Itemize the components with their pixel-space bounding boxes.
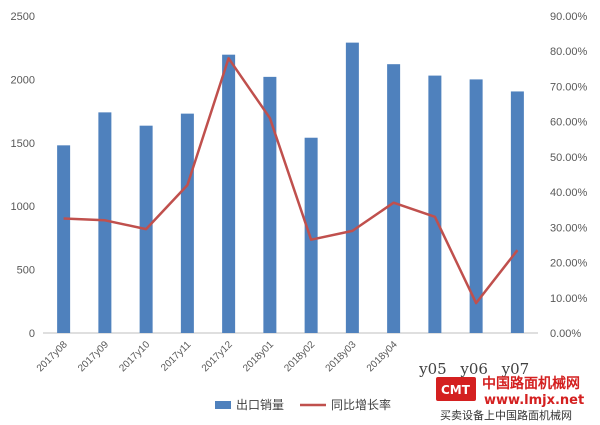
x-tick-label: y05 <box>418 360 447 378</box>
x-tick-label: 2017y09 <box>76 339 111 374</box>
x-tick-label: 2018y01 <box>241 339 276 374</box>
y-right-tick-label: 30.00% <box>550 222 588 234</box>
x-tick-label: 2018y03 <box>324 339 359 374</box>
y-left-tick-label: 2500 <box>11 11 35 23</box>
legend: 出口销量 同比增长率 <box>215 397 391 412</box>
chart-axes: 0 500 1000 1500 2000 2500 0.00% 10.00% 20.00% 30.… <box>11 11 588 340</box>
y-left-tick-label: 500 <box>17 265 35 277</box>
bar <box>469 79 483 334</box>
y-left-tick-label: 1500 <box>11 138 35 150</box>
legend-swatch-bar <box>215 401 231 409</box>
legend-label-bar: 出口销量 <box>236 398 284 412</box>
y-right-tick-label: 20.00% <box>550 258 588 270</box>
x-tick-label: 2018y02 <box>282 339 317 374</box>
growth-line <box>63 57 519 305</box>
x-axis-tick-labels: 2017y08 2017y09 2017y10 2017y11 2017y12 2018y… <box>35 339 529 378</box>
bar <box>510 91 524 333</box>
bar <box>304 137 318 333</box>
legend-label-line: 同比增长率 <box>331 397 391 412</box>
x-tick-label: y07 <box>501 360 530 378</box>
watermark-slogan: 买卖设备上中国路面机械网 <box>440 408 572 422</box>
y-left-tick-label: 2000 <box>11 74 35 86</box>
y-right-tick-label: 60.00% <box>550 117 588 129</box>
bar <box>263 76 277 333</box>
x-tick-label: 2017y08 <box>35 339 70 374</box>
x-tick-label: 2017y11 <box>159 339 194 374</box>
y-right-tick-label: 40.00% <box>550 187 588 199</box>
y-left-tick-label: 0 <box>29 328 35 340</box>
y-right-tick-label: 80.00% <box>550 46 588 58</box>
line-series-yoy-growth <box>63 57 519 305</box>
y-right-tick-label: 90.00% <box>550 11 588 23</box>
y-left-tick-label: 1000 <box>11 201 35 213</box>
y-right-tick-label: 10.00% <box>550 293 588 305</box>
y-right-tick-label: 0.00% <box>550 328 581 340</box>
bar <box>222 54 236 333</box>
bar <box>345 42 359 334</box>
bar <box>57 145 71 333</box>
x-tick-label: y06 <box>459 360 488 378</box>
bar <box>180 113 194 333</box>
bar <box>98 112 112 333</box>
bar-series-export-sales <box>57 42 524 334</box>
y-right-tick-label: 50.00% <box>550 152 588 164</box>
watermark-logo-text: CMT <box>441 383 471 397</box>
x-tick-label: 2017y12 <box>200 339 235 374</box>
watermark: CMT 中国路面机械网 www.lmjx.net 买卖设备上中国路面机械网 <box>436 375 584 422</box>
x-tick-label: 2018y04 <box>365 339 400 374</box>
watermark-url: www.lmjx.net <box>484 393 584 408</box>
bar <box>428 75 442 333</box>
y-right-tick-label: 70.00% <box>550 81 588 93</box>
watermark-site-name: 中国路面机械网 <box>482 375 580 392</box>
bar <box>387 64 401 334</box>
watermark-logo-badge <box>436 377 476 401</box>
x-tick-label: 2017y10 <box>117 339 152 374</box>
